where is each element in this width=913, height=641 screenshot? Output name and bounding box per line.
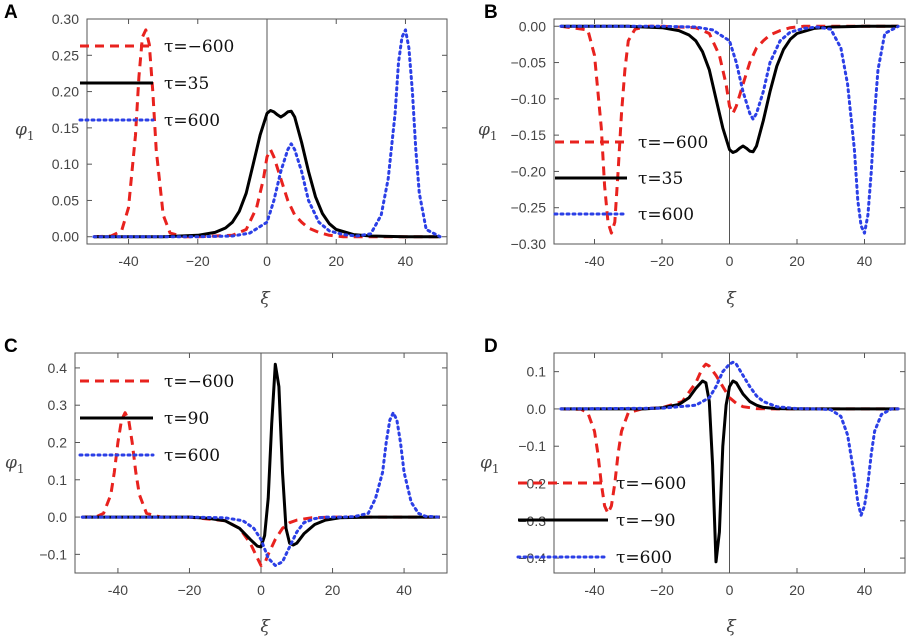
y-tick-label: 0.4 — [48, 360, 68, 376]
x-tick-label: -40 — [584, 253, 604, 269]
y-tick-label: 0.00 — [52, 229, 79, 245]
x-tick-label: −20 — [650, 253, 674, 269]
x-tick-label: -40 — [584, 582, 604, 598]
x-tick-label: -40 — [118, 253, 138, 269]
y-tick-label: −0.1 — [518, 438, 546, 454]
panel-c: C -40 −20 0 20 40 −0.1 0.0 0.1 0.2 0.3 0.4 ξ φ1 τ=−600… — [4, 336, 448, 637]
x-tick-label: 0 — [726, 582, 734, 598]
series-line — [93, 109, 441, 239]
y-tick-label: 0.0 — [527, 401, 547, 417]
panel-letter: A — [4, 2, 18, 23]
x-tick-label: −20 — [186, 253, 210, 269]
y-tick-label: 0.25 — [52, 47, 79, 63]
x-tick-label: 0 — [263, 253, 271, 269]
y-tick-label: −0.10 — [511, 91, 547, 107]
y-tick-label: 0.10 — [52, 156, 79, 172]
legend-label: τ=600 — [164, 446, 220, 466]
x-tick-label: 40 — [857, 582, 873, 598]
legend-label: τ=−600 — [164, 37, 234, 57]
y-tick-label: 0.05 — [52, 192, 79, 208]
x-axis-label: ξ — [260, 289, 271, 309]
y-tick-label: 0.30 — [52, 11, 79, 27]
y-tick-label: −0.2 — [518, 476, 546, 492]
legend-label: τ=−600 — [164, 372, 234, 392]
panel-letter: B — [484, 2, 498, 23]
legend-label: τ=600 — [638, 205, 694, 225]
panel-letter: C — [4, 336, 18, 357]
y-tick-label: −0.05 — [511, 55, 547, 71]
y-tick-label: 0.1 — [48, 472, 68, 488]
series-line — [92, 28, 442, 239]
y-tick-label: −0.25 — [511, 200, 547, 216]
series-line — [559, 24, 900, 235]
y-tick-label: 0.1 — [527, 364, 547, 380]
legend-label: τ=90 — [164, 409, 209, 429]
legend-label: τ=−600 — [638, 133, 708, 153]
y-tick-label: −0.20 — [511, 163, 547, 179]
legend-label: τ=−600 — [616, 474, 686, 494]
x-tick-label: 40 — [398, 253, 414, 269]
x-tick-label: -40 — [108, 582, 128, 598]
y-tick-label: −0.30 — [511, 236, 547, 252]
y-tick-label: −0.15 — [511, 127, 547, 143]
x-tick-label: 20 — [328, 253, 344, 269]
y-tick-label: 0.0 — [48, 509, 68, 525]
x-tick-label: 0 — [726, 253, 734, 269]
series-line — [559, 360, 900, 517]
y-tick-label: 0.00 — [519, 18, 546, 34]
series-line — [560, 24, 899, 235]
y-axis-label: φ1 — [5, 453, 25, 476]
panel-b: B -40 −20 0 20 40 0.00 −0.05 −0.10 −0.15 −0.20 −0.2… — [478, 2, 906, 309]
y-tick-label: 0.20 — [52, 84, 79, 100]
x-tick-label: 40 — [396, 582, 412, 598]
legend-label: τ=600 — [164, 111, 220, 131]
y-axis-label: φ1 — [15, 120, 35, 143]
y-tick-label: 0.2 — [48, 434, 68, 450]
series-line — [80, 411, 442, 567]
series-line — [560, 362, 899, 515]
x-axis-label: ξ — [726, 617, 737, 637]
series-line — [560, 379, 899, 564]
x-tick-label: 20 — [789, 253, 805, 269]
x-axis-label: ξ — [260, 617, 271, 637]
y-axis-label: φ1 — [478, 120, 498, 143]
legend-label: τ=600 — [616, 548, 672, 568]
y-tick-label: 0.15 — [52, 120, 79, 136]
series-line — [93, 28, 441, 239]
series-line — [560, 24, 899, 154]
panel-a: A -40 −20 0 20 40 0.00 0.05 0.10 0.15 0.20 0.25 0.30… — [4, 2, 448, 309]
panel-letter: D — [484, 336, 498, 357]
y-tick-label: 0.3 — [48, 397, 68, 413]
y-axis-label: φ1 — [480, 453, 500, 476]
panel-d: D-40−20020400.10.0−0.1−0.2−0.3−0.4ξφ1τ=−… — [480, 336, 906, 637]
x-tick-label: 20 — [789, 582, 805, 598]
x-tick-label: −20 — [178, 582, 202, 598]
x-tick-label: 40 — [857, 253, 873, 269]
legend-label: τ=35 — [638, 169, 683, 189]
y-tick-label: −0.1 — [39, 546, 67, 562]
x-tick-label: 0 — [257, 582, 265, 598]
series-line — [82, 362, 440, 549]
x-tick-label: 20 — [325, 582, 341, 598]
x-axis-label: ξ — [726, 289, 737, 309]
legend-label: τ=−90 — [616, 511, 676, 531]
x-tick-label: −20 — [650, 582, 674, 598]
legend-label: τ=35 — [164, 74, 209, 94]
